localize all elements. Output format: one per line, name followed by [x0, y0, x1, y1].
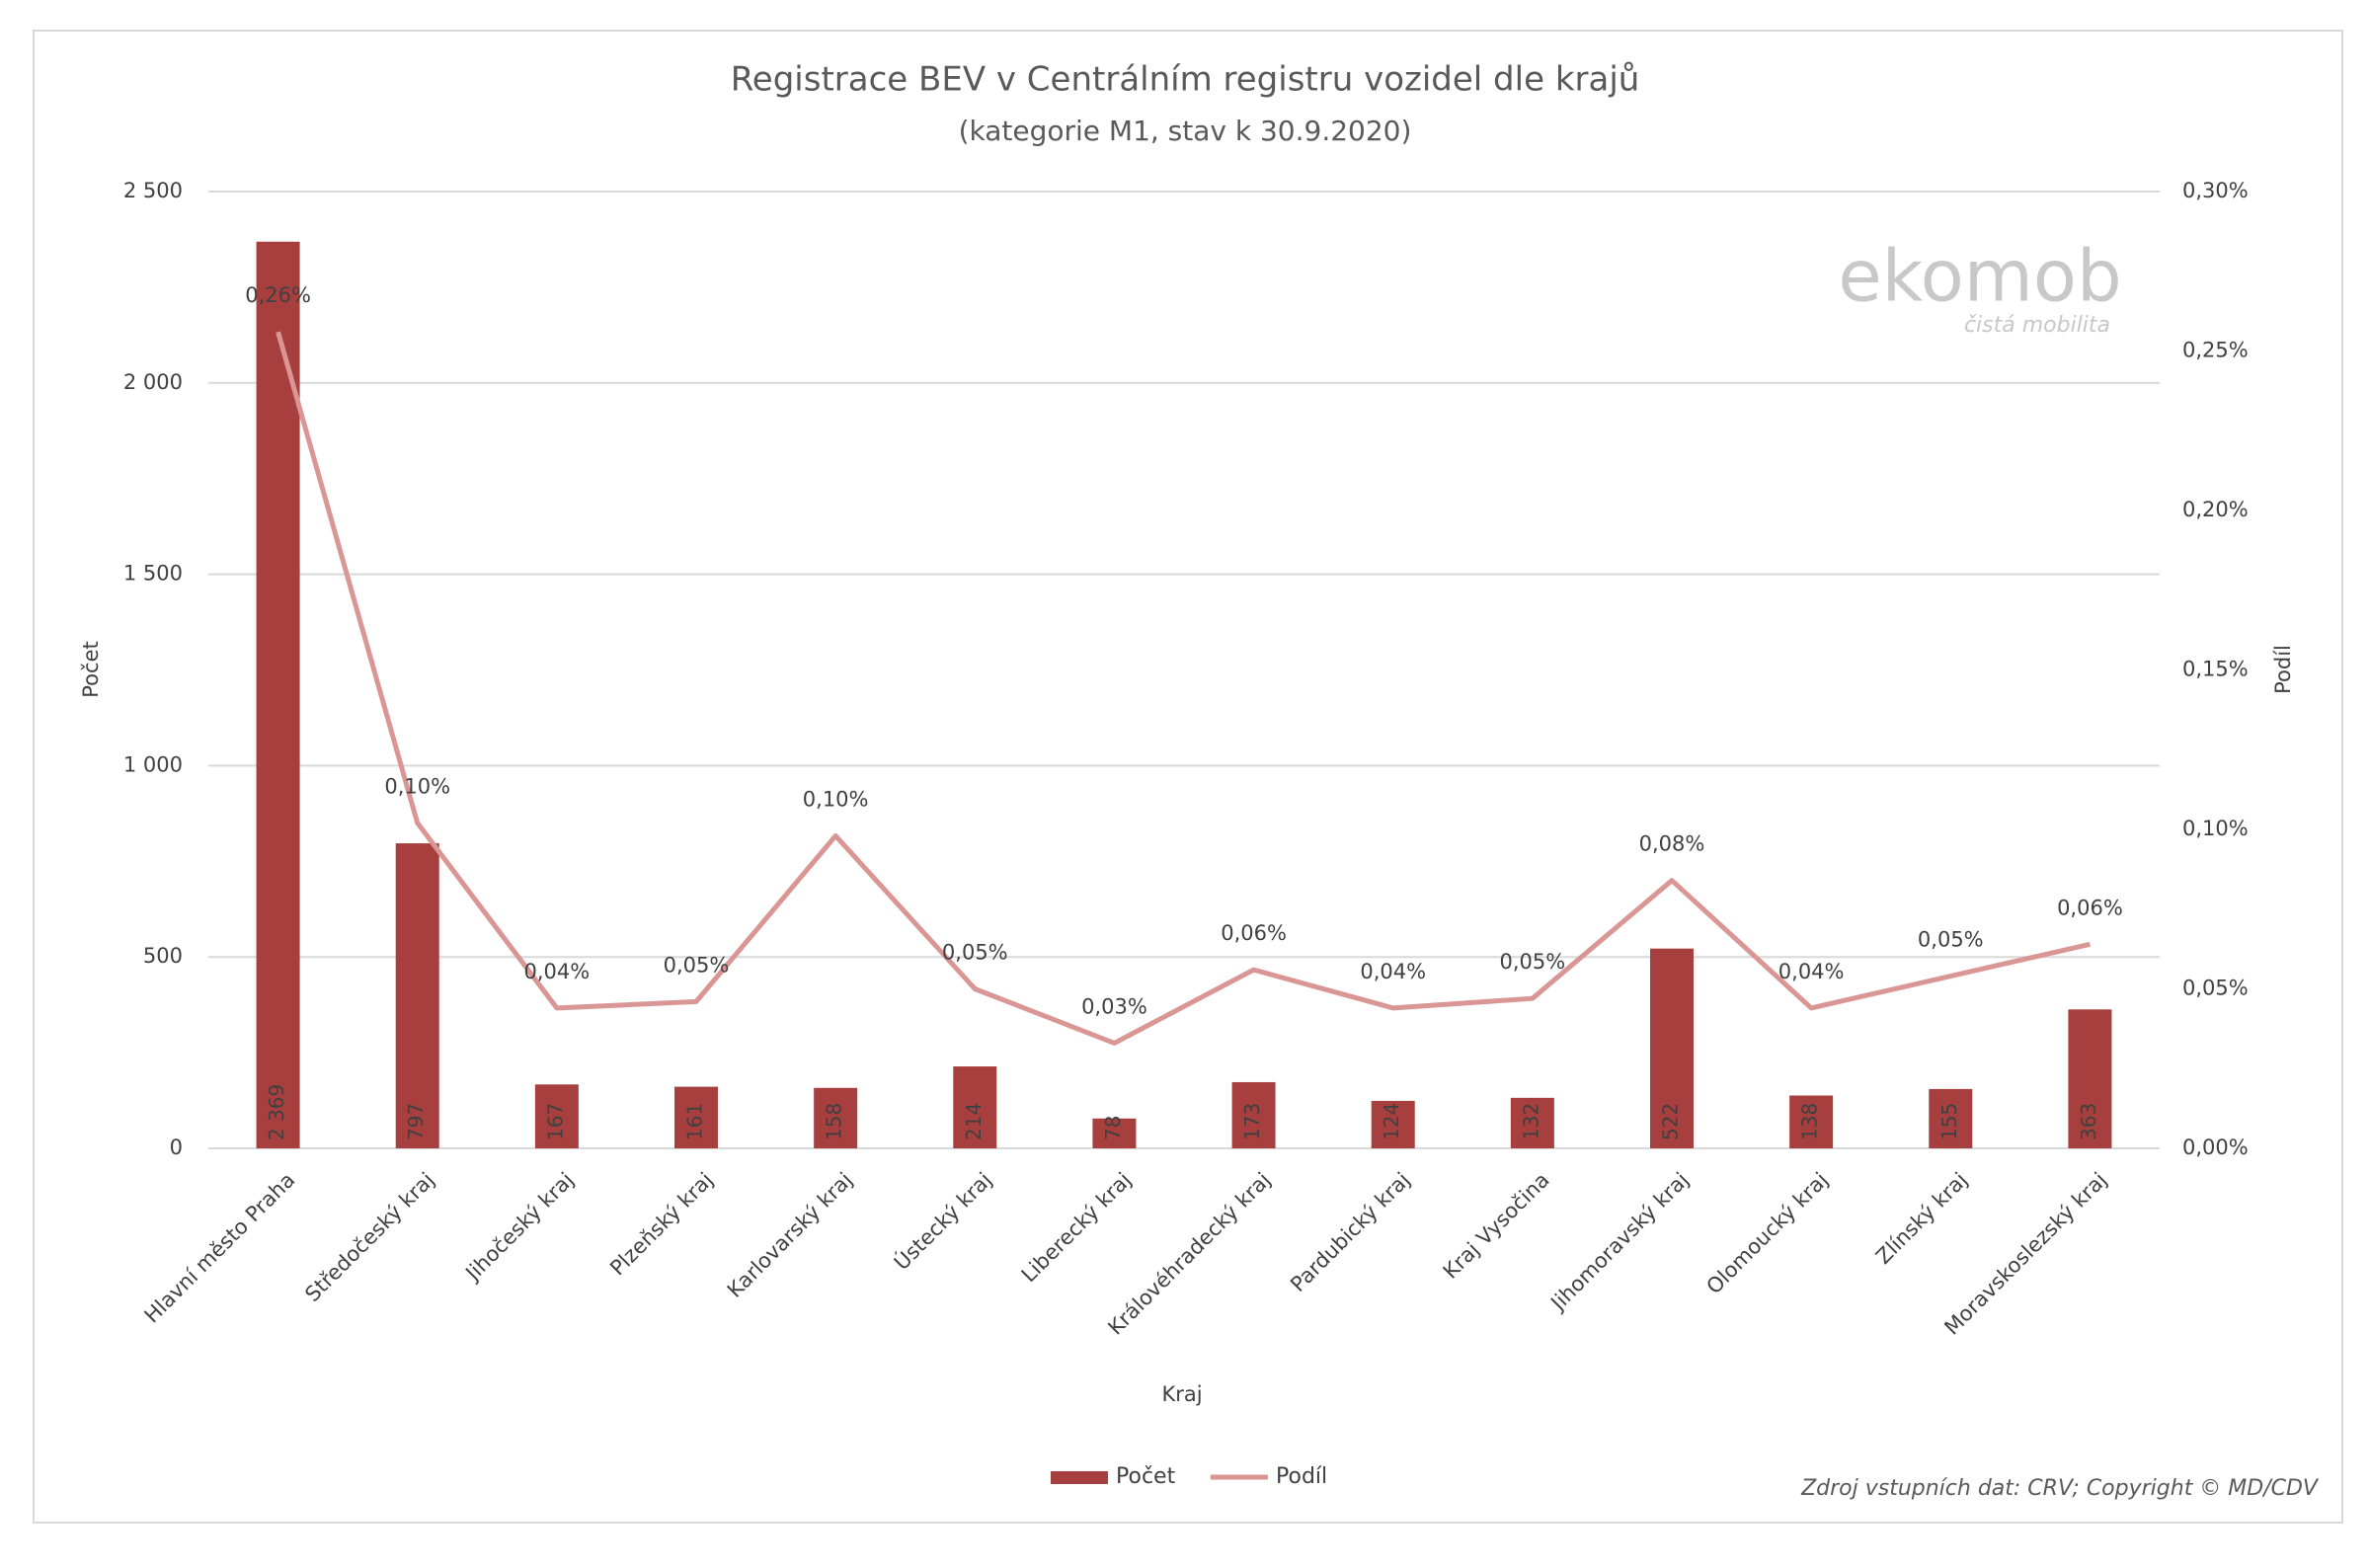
bar-value-label: 363: [2077, 1103, 2100, 1140]
line-value-label: 0,04%: [1778, 960, 1845, 983]
chart-frame: [33, 30, 2343, 1524]
line-value-label: 0,05%: [942, 941, 1008, 965]
line-value-label: 0,06%: [2057, 896, 2123, 919]
watermark: ekomob: [1838, 235, 2121, 318]
bar-value-label: 167: [543, 1103, 567, 1140]
y2-tick-label: 0,05%: [2182, 977, 2249, 1000]
chart-title: Registrace BEV v Centrálním registru voz…: [731, 60, 1640, 100]
source-note: Zdroj vstupních dat: CRV; Copyright © MD…: [1800, 1476, 2320, 1501]
legend-label: Počet: [1116, 1464, 1176, 1489]
bar: [1929, 1088, 1973, 1148]
y2-tick-label: 0,25%: [2182, 339, 2249, 362]
line-value-label: 0,10%: [803, 787, 869, 811]
y2-tick-label: 0,10%: [2182, 817, 2249, 840]
bar-value-label: 173: [1240, 1103, 1264, 1140]
watermark-tagline: čistá mobilita: [1964, 313, 2110, 338]
bar-value-label: 522: [1659, 1103, 1683, 1140]
bar-value-label: 124: [1380, 1103, 1403, 1140]
bar: [1371, 1100, 1415, 1148]
y2-tick-label: 0,20%: [2182, 498, 2249, 521]
bar: [1510, 1097, 1554, 1148]
line-value-label: 0,04%: [1360, 960, 1426, 983]
y-tick-label: 1 000: [123, 752, 183, 776]
bar: [395, 843, 439, 1148]
y-tick-label: 500: [143, 944, 183, 968]
x-axis-title: Kraj: [1161, 1382, 1202, 1406]
bar: [1231, 1081, 1276, 1148]
bar: [2068, 1009, 2112, 1148]
line-value-label: 0,08%: [1639, 832, 1705, 856]
bar-value-label: 155: [1937, 1103, 1961, 1140]
bar: [256, 241, 300, 1148]
bar-value-label: 138: [1798, 1103, 1822, 1140]
bar-value-label: 161: [683, 1103, 707, 1140]
legend-swatch: [1051, 1471, 1108, 1484]
bar-value-label: 797: [404, 1103, 428, 1140]
y-tick-label: 0: [170, 1136, 183, 1159]
bar-value-label: 2 369: [265, 1084, 288, 1140]
bar-value-label: 158: [823, 1103, 846, 1140]
y2-axis-title: Podíl: [2271, 645, 2295, 694]
y2-tick-label: 0,15%: [2182, 658, 2249, 681]
line-value-label: 0,05%: [1499, 950, 1565, 974]
line-value-label: 0,04%: [523, 960, 590, 983]
line-value-label: 0,05%: [1918, 928, 1984, 952]
line: [276, 331, 2091, 1046]
y2-tick-label: 0,00%: [2182, 1136, 2249, 1159]
legend-label: Podíl: [1276, 1464, 1327, 1489]
line-value-label: 0,26%: [245, 283, 311, 307]
line-value-label: 0,05%: [664, 953, 730, 977]
bar: [814, 1087, 858, 1148]
chart-subtitle: (kategorie M1, stav k 30.9.2020): [959, 115, 1412, 147]
bar: [1650, 948, 1694, 1148]
bar: [953, 1066, 997, 1148]
y-tick-label: 1 500: [123, 562, 183, 586]
line-value-label: 0,06%: [1221, 921, 1287, 945]
bar: [674, 1086, 718, 1148]
line-value-label: 0,03%: [1081, 994, 1147, 1018]
bar: [534, 1084, 579, 1148]
bar-value-label: 78: [1101, 1116, 1125, 1140]
y-tick-label: 2 500: [123, 179, 183, 202]
bar: [1092, 1118, 1137, 1148]
y-axis-title: Počet: [79, 641, 103, 697]
y2-tick-label: 0,30%: [2182, 179, 2249, 202]
bar-value-label: 214: [962, 1103, 986, 1140]
line-value-label: 0,10%: [384, 775, 450, 799]
y-tick-label: 2 000: [123, 370, 183, 394]
bar-value-label: 132: [1519, 1103, 1542, 1140]
bar: [1789, 1095, 1834, 1148]
